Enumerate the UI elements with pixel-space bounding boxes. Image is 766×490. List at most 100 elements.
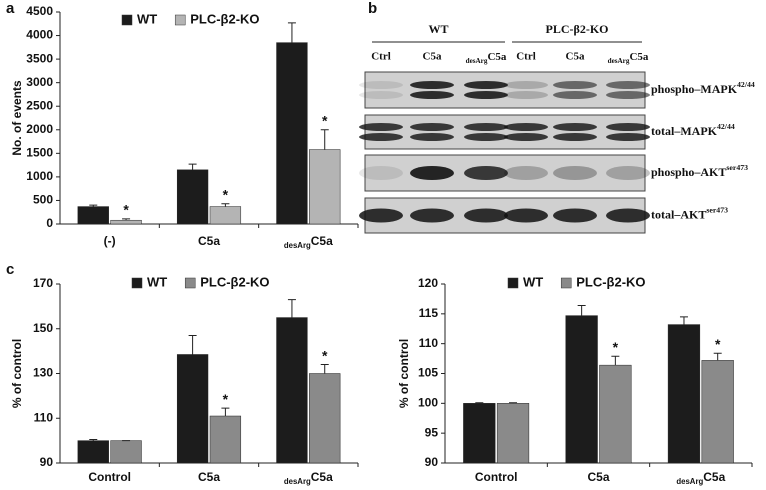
legend-label: WT: [137, 11, 157, 26]
label-part: ser473: [726, 163, 748, 172]
bar: [77, 206, 109, 225]
blot-band: [410, 133, 454, 141]
y-tick-label: 500: [33, 193, 53, 207]
legend-swatch: [121, 14, 133, 26]
y-tick-label: 90: [40, 455, 54, 469]
y-tick-label: 2000: [26, 122, 53, 136]
y-tick-label: 90: [425, 455, 439, 469]
bar: [209, 415, 242, 464]
legend-label: PLC-β2-KO: [200, 274, 269, 289]
error-bar: [89, 204, 98, 207]
legend-label: PLC-β2-KO: [190, 11, 259, 26]
error-bar: [611, 355, 620, 366]
y-axis-label: No. of events: [10, 80, 24, 156]
blot-band: [553, 166, 597, 180]
legend-label: WT: [147, 274, 167, 289]
legend-label: WT: [523, 274, 543, 289]
lane-label: desArgC5a: [608, 51, 649, 65]
bar: [176, 169, 209, 225]
error-bar: [188, 334, 197, 355]
x-tick-label: C5a: [587, 470, 609, 484]
row-label: phospho–MAPK42/44: [651, 80, 755, 96]
legend-swatch: [131, 277, 143, 289]
x-tick-label: Control: [88, 470, 131, 484]
blot-strip: [364, 114, 646, 150]
error-bar: [122, 218, 131, 221]
y-tick-label: 110: [34, 410, 54, 424]
label-part: total–AKT: [651, 207, 706, 221]
y-tick-label: 120: [418, 276, 438, 290]
blot-band: [504, 166, 548, 180]
bar: [209, 206, 242, 225]
blot-band: [606, 81, 650, 89]
error-bar: [287, 299, 296, 318]
error-bar: [221, 203, 230, 207]
bar: [701, 360, 734, 464]
blot-band: [410, 91, 454, 99]
error-bar: [577, 304, 586, 316]
y-tick-label: 3500: [26, 51, 53, 65]
blot-band: [464, 208, 508, 223]
lane-label: C5a: [423, 51, 442, 63]
y-tick-label: 105: [418, 366, 438, 380]
lane-label: Ctrl: [371, 51, 391, 63]
y-tick-label: 2500: [26, 98, 53, 112]
blot-band: [553, 123, 597, 131]
blot-band: [464, 91, 508, 99]
legend-swatch: [560, 277, 572, 289]
error-bar: [287, 22, 296, 43]
blot-band: [606, 208, 650, 223]
bar: [599, 364, 632, 464]
y-tick-label: 110: [419, 336, 439, 350]
label-part: desArg: [608, 57, 630, 65]
label-part: C5a: [629, 51, 648, 63]
significance-marker: *: [322, 347, 328, 363]
row-label: total–AKTser473: [651, 205, 728, 221]
error-bar: [509, 402, 518, 404]
bar: [463, 403, 496, 464]
blot-band: [504, 81, 548, 89]
y-tick-label: 170: [33, 276, 53, 290]
blot-band: [359, 81, 403, 89]
error-bar: [713, 352, 722, 361]
significance-marker: *: [613, 339, 619, 355]
bar: [77, 440, 109, 464]
blot-band: [606, 91, 650, 99]
y-tick-label: 4000: [26, 28, 53, 42]
blot-band: [464, 123, 508, 131]
error-bar: [475, 402, 484, 404]
group-label: PLC-β2-KO: [546, 22, 609, 36]
bar: [276, 42, 308, 225]
row-label: total–MAPK42/44: [651, 122, 735, 138]
blot-band: [504, 123, 548, 131]
blot-band: [606, 133, 650, 141]
blot-band: [464, 81, 508, 89]
label-part: C5a: [311, 234, 333, 248]
y-tick-label: 3000: [26, 75, 53, 89]
error-bar: [679, 316, 688, 325]
y-axis-label: % of control: [397, 339, 411, 408]
significance-marker: *: [715, 336, 721, 352]
x-tick-label: desArgC5a: [284, 234, 333, 250]
error-bar: [188, 163, 197, 170]
y-tick-label: 95: [425, 425, 439, 439]
y-tick-label: 0: [46, 216, 53, 230]
panel-label: c: [6, 261, 14, 278]
y-tick-label: 150: [33, 321, 53, 335]
error-bar: [221, 407, 230, 417]
label-part: phospho–MAPK: [651, 82, 738, 96]
y-tick-label: 100: [418, 396, 438, 410]
blot-strip: [364, 71, 646, 109]
blot-band: [464, 133, 508, 141]
panel-label: a: [6, 0, 15, 17]
significance-marker: *: [223, 186, 229, 202]
blot-band: [359, 166, 403, 180]
bar: [110, 440, 142, 464]
lane-label: Ctrl: [516, 51, 536, 63]
legend-label: PLC-β2-KO: [576, 274, 645, 289]
label-part: desArg: [284, 241, 311, 250]
blot-band: [553, 81, 597, 89]
legend-swatch: [184, 277, 196, 289]
blot-band: [504, 208, 548, 223]
